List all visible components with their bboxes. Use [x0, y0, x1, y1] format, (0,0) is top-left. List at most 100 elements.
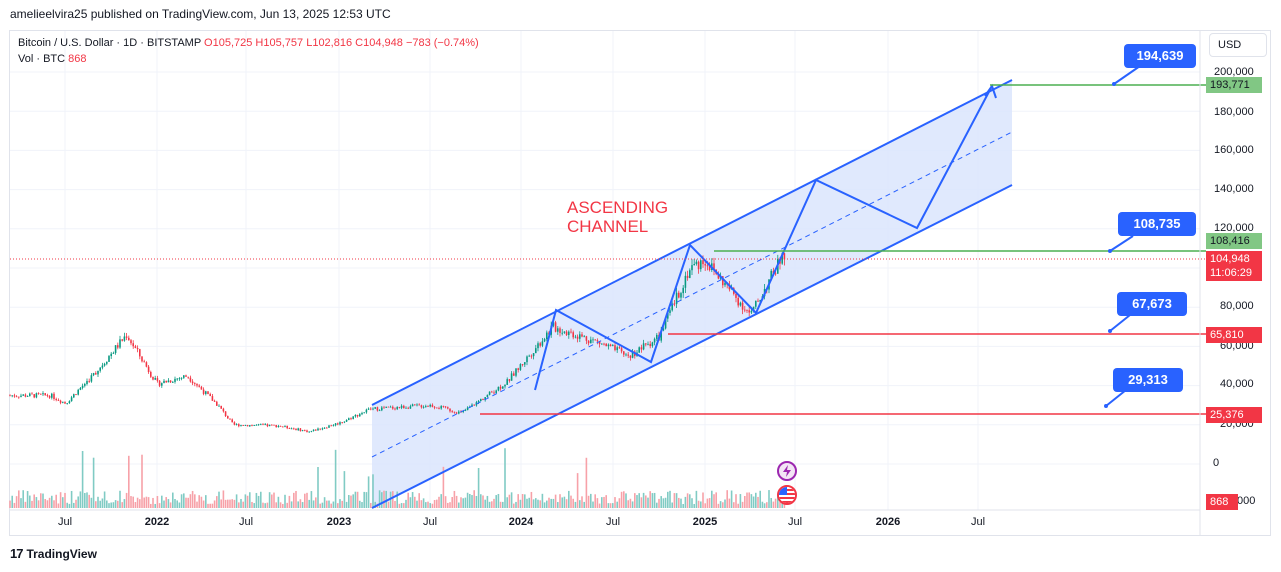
legend-volume-label[interactable]: Vol · BTC: [18, 53, 66, 65]
candle-body: [722, 276, 724, 286]
channel-mid-line: [371, 131, 1013, 458]
candle-body: [167, 380, 170, 383]
volume-bar: [134, 502, 137, 508]
chart-frame[interactable]: [9, 30, 1271, 536]
candle-body: [9, 395, 11, 397]
volume-bar: [453, 490, 456, 508]
callout-67673[interactable]: 67,673: [1117, 292, 1187, 316]
legend-symbol[interactable]: Bitcoin / U.S. Dollar · 1D · BITSTAMP: [18, 37, 201, 49]
volume-bar: [640, 497, 643, 508]
volume-bar: [68, 503, 71, 508]
candle-body: [673, 303, 676, 305]
callout-29313[interactable]: 29,313: [1113, 368, 1183, 392]
candle-body: [64, 401, 66, 404]
candle-body: [378, 410, 381, 412]
candle-body: [59, 400, 62, 403]
lightning-icon[interactable]: [777, 461, 797, 481]
candle-body: [477, 401, 480, 403]
volume-bar: [321, 502, 324, 508]
candle-body: [103, 363, 106, 366]
legend-high: H105,757: [255, 37, 304, 49]
volume-bar: [249, 492, 251, 508]
candle-body: [315, 429, 317, 431]
volume-bar: [425, 502, 427, 508]
candle-body: [198, 385, 200, 387]
volume-bar: [625, 493, 627, 508]
candle-body: [521, 364, 524, 365]
price-tag-193771: 193,771: [1206, 77, 1262, 93]
candle-body: [323, 427, 326, 429]
footer-brand: TradingView: [26, 546, 97, 561]
volume-bar: [319, 503, 321, 508]
candle-body: [689, 270, 691, 278]
candle-body: [117, 345, 119, 348]
candle-body: [18, 396, 20, 398]
volume-bar: [90, 497, 93, 508]
channel-fill: [372, 80, 1012, 508]
volume-bar: [59, 492, 62, 508]
y-tick-140000: 140,000: [1214, 183, 1254, 195]
volume-bar: [528, 497, 530, 508]
volume-bar: [592, 501, 594, 508]
volume-bar: [117, 500, 119, 508]
candle-body: [495, 390, 497, 394]
candle-body: [224, 411, 227, 417]
volume-bar: [583, 501, 585, 508]
candle-body: [601, 343, 603, 345]
volume-bar: [726, 490, 728, 508]
volume-bar: [372, 474, 374, 508]
us-flag-icon[interactable]: [777, 485, 797, 505]
candle-body: [31, 393, 33, 395]
ascending-channel-annotation[interactable]: ASCENDING CHANNEL: [567, 198, 668, 236]
candle-body: [539, 343, 541, 346]
volume-bar: [18, 490, 20, 508]
candle-body: [125, 336, 128, 338]
volume-bar: [510, 492, 513, 508]
candle-body: [29, 393, 31, 397]
volume-bar: [20, 498, 22, 508]
candle-body: [231, 419, 233, 423]
volume-bar: [733, 502, 735, 508]
callout-194639[interactable]: 194,639: [1124, 44, 1196, 68]
volume-bar: [396, 491, 398, 508]
volume-bar: [530, 491, 533, 508]
gridlines: [10, 31, 1200, 510]
volume-bar: [332, 501, 335, 508]
callout-108735[interactable]: 108,735: [1118, 212, 1196, 236]
candle-body: [251, 425, 253, 426]
candle-body: [26, 396, 29, 397]
callout-pointer-1: [1113, 65, 1141, 85]
candle-body: [255, 424, 258, 426]
candle-body: [438, 408, 440, 409]
candle-body: [609, 344, 612, 347]
volume-bar: [350, 495, 352, 508]
volume-bar: [165, 497, 167, 508]
candle-body: [365, 409, 368, 413]
candle-body: [218, 405, 220, 407]
candle-body: [246, 425, 249, 427]
projection-path: [534, 85, 993, 391]
volume-bar: [136, 497, 139, 508]
volume-bar: [658, 498, 660, 508]
volume-bar: [123, 499, 126, 508]
candle-body: [535, 348, 537, 354]
x-label-jul-2023: Jul: [422, 516, 438, 528]
candle-body: [451, 411, 453, 413]
volume-bar: [337, 503, 339, 508]
candle-body: [51, 393, 53, 398]
candle-body: [297, 428, 299, 431]
volume-bar: [614, 497, 616, 508]
candle-body: [414, 404, 416, 406]
volume-bar: [620, 491, 623, 508]
volume-bar: [521, 494, 524, 508]
candle-body: [114, 345, 117, 353]
volume-bar: [636, 495, 638, 508]
candle-body: [376, 407, 379, 411]
candle-body: [420, 405, 423, 408]
candle-body: [484, 397, 486, 401]
volume-bar: [29, 495, 31, 508]
currency-button[interactable]: USD: [1209, 33, 1267, 57]
tradingview-footer[interactable]: 17 TradingView: [10, 546, 97, 561]
candle-body: [161, 383, 163, 386]
